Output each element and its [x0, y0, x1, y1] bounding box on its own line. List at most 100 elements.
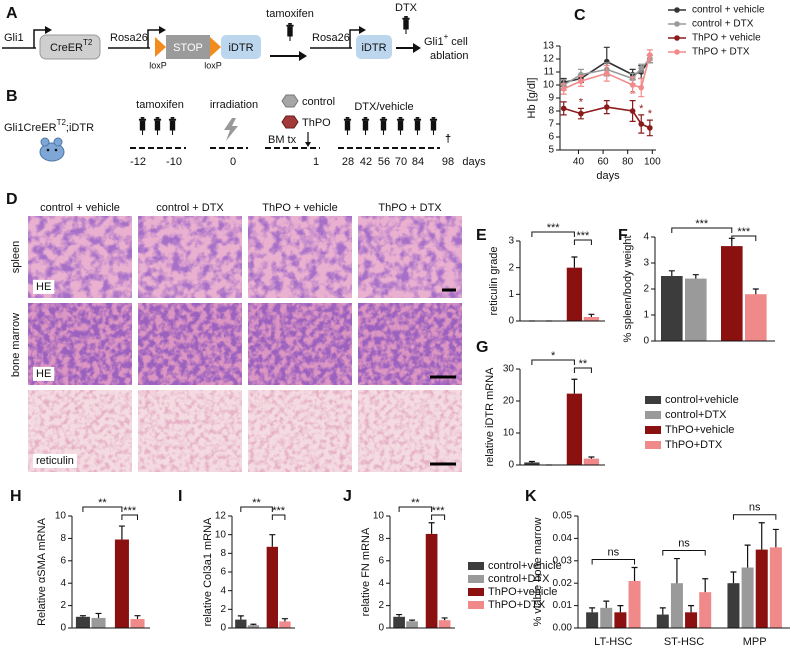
panel-b: B Gli1CreERT2;iDTR tamoxifen irradiation…: [4, 88, 486, 168]
gene-label: Rosa26: [312, 32, 350, 44]
stain-label-bg: [33, 453, 77, 468]
x-tick-label: 40: [573, 157, 585, 168]
column-header: control + vehicle: [40, 202, 120, 214]
y-tick-label: 1: [508, 289, 514, 300]
y-tick-label: 6: [220, 567, 226, 578]
histology-texture: [248, 303, 352, 385]
arrowhead: [45, 26, 52, 34]
data-point: [647, 52, 653, 58]
y-axis-label: % spleen/body weight: [622, 235, 634, 342]
y-tick-label: 10: [543, 80, 555, 91]
bar: [614, 612, 627, 628]
significance-label: ***: [695, 218, 709, 230]
significance-label: ***: [547, 222, 561, 234]
bar: [130, 619, 145, 628]
error-bar: [571, 256, 578, 268]
significance-label: ns: [749, 502, 761, 514]
data-point: [578, 110, 584, 117]
legend-swatch: [645, 396, 661, 404]
timeline-label: -12: [130, 156, 146, 168]
y-tick-label: 0: [508, 316, 514, 327]
significance-label: ***: [576, 230, 590, 242]
legend-swatch: [645, 411, 661, 419]
bar: [279, 621, 291, 628]
bar: [755, 549, 768, 628]
histology-texture: [138, 390, 242, 472]
data-point: [603, 70, 610, 77]
y-tick-label: 6: [378, 555, 384, 566]
legend-marker: [674, 21, 680, 27]
result-label: ablation: [430, 50, 469, 62]
bar: [769, 547, 782, 628]
y-axis-label: % viable bone marrow: [532, 518, 544, 627]
legend-label: ThPO: [302, 117, 331, 129]
x-tick-label: 80: [622, 157, 634, 168]
x-axis-label: days: [596, 170, 620, 182]
y-tick-label: 0: [60, 623, 66, 634]
legend-label: control + DTX: [692, 19, 754, 30]
significance-label: **: [98, 497, 107, 509]
legend-label: ThPO+vehicle: [488, 586, 557, 598]
stop-label: STOP: [173, 42, 203, 54]
y-tick-label: 0: [220, 623, 226, 634]
y-tick-label: 3: [508, 236, 514, 247]
significance-label: ***: [432, 505, 446, 517]
timeline-label: 98: [442, 156, 454, 168]
y-tick-label: 2: [378, 600, 384, 611]
y-tick-label: 0.00: [553, 623, 573, 634]
x-tick-label: MPP: [743, 636, 767, 648]
bar: [721, 246, 743, 341]
gene-label: Rosa26: [110, 32, 148, 44]
syringe-icon: [168, 117, 177, 135]
y-tick-label: 3: [643, 258, 649, 269]
significance-bracket: [121, 514, 139, 520]
y-tick-label: 5: [548, 145, 554, 156]
bar: [699, 592, 712, 628]
promoter-arrow: [108, 29, 160, 49]
stain-label-bg: [33, 366, 55, 381]
y-tick-label: 7: [548, 119, 554, 130]
error-bar: [396, 613, 403, 617]
y-tick-label: 4: [220, 585, 226, 596]
legend-label: control+DTX: [665, 409, 727, 421]
error-bar: [617, 605, 624, 613]
y-tick-label: 2: [60, 600, 66, 611]
error-bar: [269, 534, 276, 547]
error-bar: [79, 615, 86, 617]
significance-bracket: [573, 239, 592, 245]
panel-label: D: [6, 191, 18, 208]
data-point: [647, 125, 653, 131]
significance-bracket: [431, 514, 446, 520]
error-bar: [752, 288, 759, 295]
legend-swatch: [645, 426, 661, 434]
loxp-label: loxP: [204, 60, 222, 70]
legend-swatch: [645, 441, 661, 449]
timeline-label: 28: [342, 156, 354, 168]
legend-marker: [674, 49, 680, 55]
y-tick-label: 8: [378, 533, 384, 544]
syringe-icon: [153, 117, 162, 135]
control-icon: [281, 94, 299, 108]
y-tick-label: 12: [215, 511, 227, 522]
stain-label: HE: [36, 368, 51, 380]
bar: [583, 317, 600, 321]
significance-bracket: [731, 235, 757, 241]
significance-label: ***: [123, 505, 137, 517]
significance-label: *: [551, 350, 556, 362]
legend-swatch: [468, 562, 484, 570]
error-bar: [702, 578, 709, 593]
data-point: [638, 84, 645, 91]
text: cell: [448, 36, 468, 48]
idtr-label: iDTR: [228, 42, 253, 54]
legend-swatch: [468, 588, 484, 596]
stain-label: reticulin: [36, 455, 74, 467]
idtr-box: [221, 35, 261, 59]
x-tick-label: 100: [644, 157, 661, 168]
error-bar: [134, 615, 141, 620]
legend-swatch: [468, 575, 484, 583]
panel-label: H: [10, 488, 22, 505]
y-tick-label: 4: [60, 578, 66, 589]
y-tick-label: 0: [643, 336, 649, 347]
bar: [727, 583, 740, 628]
